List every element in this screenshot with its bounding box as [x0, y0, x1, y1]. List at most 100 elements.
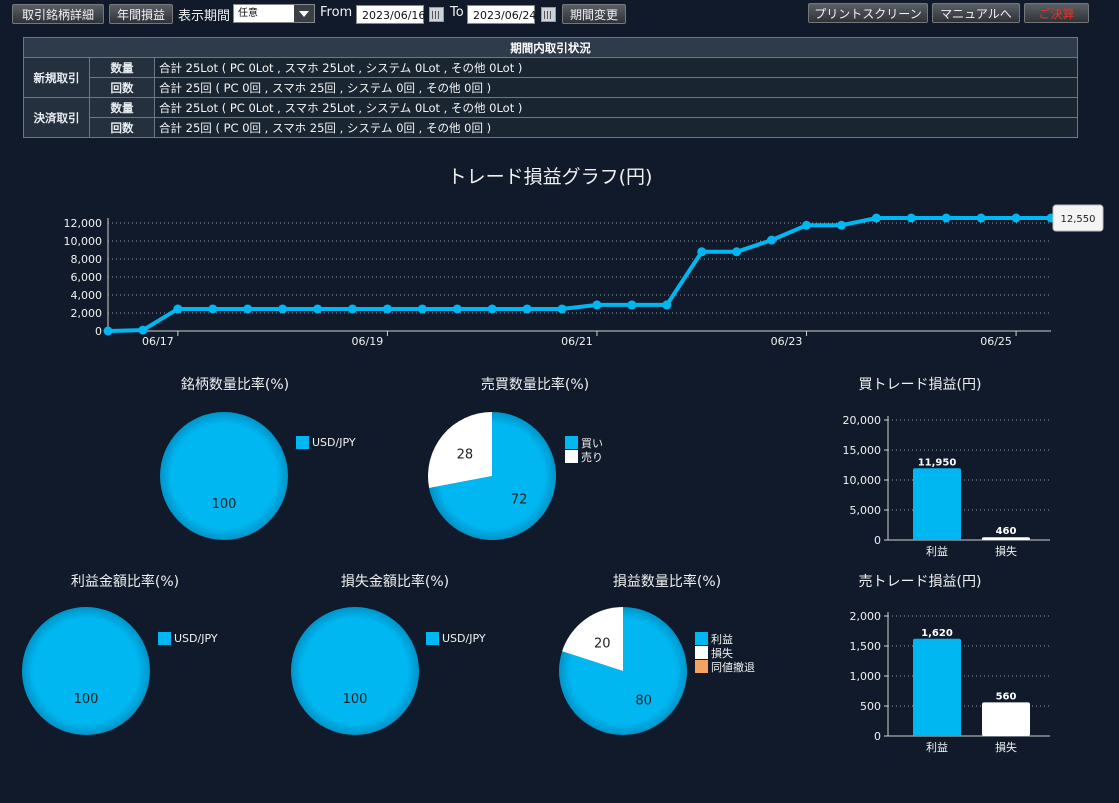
x-tick-label: 06/25	[980, 335, 1012, 348]
legend-swatch	[296, 436, 309, 449]
bar	[982, 702, 1030, 736]
y-tick-label: 1,000	[850, 670, 882, 683]
close-button[interactable]: ご決算	[1024, 3, 1089, 23]
pie-slice	[428, 412, 492, 488]
data-point	[103, 326, 113, 336]
pie-title: 損失金額比率(%)	[340, 574, 450, 590]
y-tick-label: 8,000	[71, 253, 103, 266]
to-date-input[interactable]: 2023/06/24	[467, 5, 536, 24]
pie-slice-label: 100	[74, 692, 99, 707]
data-point	[138, 325, 148, 335]
x-tick-label: 06/17	[142, 335, 174, 348]
change-period-button[interactable]: 期間変更	[562, 4, 626, 24]
pie-slice-label: 72	[511, 492, 528, 507]
bar	[913, 468, 961, 540]
data-point	[767, 235, 777, 245]
legend-swatch	[158, 632, 171, 645]
calendar-icon[interactable]	[541, 7, 556, 22]
y-tick-label: 2,000	[71, 307, 103, 320]
data-point	[278, 304, 288, 314]
group-new-trade: 新規取引	[23, 57, 90, 98]
y-tick-label: 4,000	[71, 289, 103, 302]
pie-slice	[291, 607, 419, 735]
legend: USD/JPY	[296, 436, 356, 450]
calendar-icon[interactable]	[429, 7, 444, 22]
pie-slice	[22, 607, 150, 735]
bar-value-label: 460	[996, 526, 1017, 537]
annual-pl-button[interactable]: 年間損益	[109, 4, 173, 24]
y-tick-label: 0	[95, 325, 102, 338]
period-label: 表示期間	[178, 9, 231, 24]
legend-swatch	[426, 632, 439, 645]
pie-chart: 100	[22, 607, 150, 735]
print-screen-button[interactable]: プリントスクリーン	[808, 3, 928, 23]
x-tick-label: 06/19	[352, 335, 384, 348]
period-select[interactable]: 任意	[233, 4, 315, 23]
legend-label: USD/JPY	[174, 632, 218, 645]
y-tick-label: 12,000	[64, 217, 103, 230]
pie-chart: 100	[291, 607, 419, 735]
sub-label: 回数	[89, 117, 155, 138]
data-point	[347, 304, 357, 314]
x-tick-label: 損失	[995, 740, 1017, 754]
bar-value-label: 1,620	[921, 628, 953, 639]
group-settle-trade: 決済取引	[23, 97, 90, 138]
x-tick-label: 損失	[995, 544, 1017, 558]
y-tick-label: 2,000	[850, 610, 882, 623]
bar	[982, 537, 1030, 540]
bar-chart: 0 500 1,000 1,500 2,000 1,620 利益 560 損失	[850, 610, 1050, 754]
from-date-input[interactable]: 2023/06/16	[356, 5, 425, 24]
data-point	[208, 304, 218, 314]
legend: USD/JPY	[426, 632, 486, 646]
data-point	[592, 300, 602, 310]
sub-label: 数量	[89, 97, 155, 118]
data-point	[522, 304, 532, 314]
data-point	[557, 304, 567, 314]
x-tick-label: 06/21	[561, 335, 593, 348]
legend-label: USD/JPY	[312, 436, 356, 449]
data-point	[662, 300, 672, 310]
data-point	[906, 213, 916, 223]
trade-detail-button[interactable]: 取引銘柄詳細	[12, 4, 104, 24]
data-point	[417, 304, 427, 314]
data-point	[941, 213, 951, 223]
pie-chart: 100	[160, 412, 288, 540]
data-point	[173, 304, 183, 314]
summary-value: 合計 25Lot ( PC 0Lot , スマホ 25Lot , システム 0L…	[154, 57, 1078, 78]
line-chart: 0 2,000 4,000 6,000 8,000 10,000 12,000 06/17 06…	[64, 204, 1104, 348]
sub-label: 回数	[89, 77, 155, 98]
y-tick-label: 10,000	[843, 474, 882, 487]
summary-value: 合計 25Lot ( PC 0Lot , スマホ 25Lot , システム 0L…	[154, 97, 1078, 118]
summary-header: 期間内取引状況	[23, 37, 1078, 58]
pie-title: 銘柄数量比率(%)	[180, 377, 290, 393]
legend: 利益 損失 同値撤退	[695, 632, 755, 674]
y-tick-label: 0	[874, 534, 881, 547]
bar-title: 買トレード損益(円)	[858, 377, 982, 393]
pie-title: 利益金額比率(%)	[70, 574, 180, 590]
data-point	[871, 213, 881, 223]
bar	[913, 638, 961, 736]
data-point	[802, 220, 812, 230]
legend-swatch	[695, 660, 708, 673]
y-tick-label: 10,000	[64, 235, 103, 248]
chevron-down-icon[interactable]	[294, 5, 314, 22]
data-point	[382, 304, 392, 314]
data-point	[627, 300, 637, 310]
legend-label: USD/JPY	[442, 632, 486, 645]
trade-summary-table: 期間内取引状況 新規取引 数量 合計 25Lot ( PC 0Lot , スマホ…	[23, 37, 1078, 138]
pie-chart: 80 20	[559, 607, 687, 735]
y-tick-label: 5,000	[850, 504, 882, 517]
sub-label: 数量	[89, 57, 155, 78]
from-label: From	[320, 5, 353, 20]
pie-slice	[429, 412, 556, 540]
data-point	[452, 304, 462, 314]
data-point	[697, 247, 707, 257]
legend-label: 同値撤退	[711, 660, 755, 674]
manual-button[interactable]: マニュアルへ	[932, 3, 1020, 23]
data-point	[836, 220, 846, 230]
y-tick-label: 20,000	[843, 414, 882, 427]
legend-label: 売り	[581, 450, 603, 464]
data-point	[243, 304, 253, 314]
pie-chart: 72 28	[428, 412, 556, 540]
summary-value: 合計 25回 ( PC 0回 , スマホ 25回 , システム 0回 , その他…	[154, 77, 1078, 98]
